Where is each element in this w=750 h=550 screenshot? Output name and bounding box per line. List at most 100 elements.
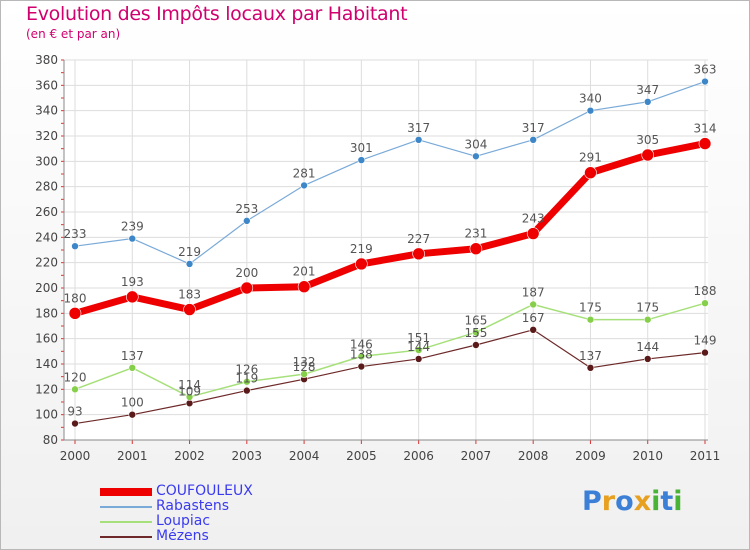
data-point-loupiac	[414, 346, 423, 354]
data-label-mzens: 167	[522, 311, 545, 325]
data-point-loupiac	[185, 393, 194, 401]
data-label-coufouleux: 183	[178, 288, 201, 302]
y-tick-label: 260	[35, 205, 58, 219]
y-tick-label: 220	[35, 256, 58, 270]
legend-swatch	[100, 521, 152, 523]
data-point-rabastens	[128, 234, 137, 243]
x-tick-label: 2001	[117, 449, 148, 463]
y-tick-label: 120	[35, 382, 58, 396]
chart-title: Evolution des Impôts locaux par Habitant	[26, 3, 408, 25]
y-tick-label: 240	[35, 230, 58, 244]
data-point-coufouleux	[698, 137, 712, 150]
data-label-coufouleux: 180	[64, 291, 87, 305]
x-tick-label: 2006	[403, 449, 434, 463]
data-point-loupiac	[701, 299, 709, 308]
data-label-loupiac: 132	[293, 355, 316, 369]
data-point-mzens	[529, 325, 537, 334]
data-point-mzens	[586, 363, 595, 372]
y-tick-label: 180	[35, 306, 58, 320]
y-tick-label: 80	[43, 433, 58, 447]
chart-subtitle: (en € et par an)	[26, 27, 121, 41]
data-point-rabastens	[701, 77, 709, 86]
x-tick-label: 2002	[174, 449, 205, 463]
data-point-coufouleux	[68, 307, 82, 320]
data-label-mzens: 149	[694, 334, 717, 348]
data-label-mzens: 119	[235, 372, 258, 386]
x-tick-label: 2007	[461, 449, 492, 463]
data-label-mzens: 93	[67, 405, 82, 419]
data-label-rabastens: 219	[178, 245, 201, 259]
data-point-rabastens	[586, 106, 595, 115]
y-tick-label: 340	[35, 104, 58, 118]
y-tick-label: 360	[35, 78, 58, 92]
data-point-rabastens	[185, 260, 194, 268]
legend-label: Rabastens	[156, 498, 230, 514]
data-point-mzens	[185, 399, 194, 408]
data-point-mzens	[71, 419, 79, 428]
data-label-mzens: 138	[350, 348, 373, 362]
plot-area	[64, 60, 708, 440]
data-label-coufouleux: 219	[350, 242, 373, 256]
data-label-rabastens: 281	[293, 166, 316, 180]
data-point-mzens	[243, 386, 251, 395]
data-label-rabastens: 340	[579, 92, 602, 106]
logo-letter: P	[582, 486, 602, 517]
data-label-rabastens: 347	[636, 83, 659, 97]
data-point-loupiac	[472, 328, 480, 337]
data-label-loupiac: 126	[235, 363, 258, 377]
logo-letter: o	[615, 486, 634, 517]
data-label-coufouleux: 291	[579, 151, 602, 165]
data-label-rabastens: 239	[121, 220, 144, 234]
legend-label: Mézens	[156, 528, 209, 544]
logo-letter: t	[660, 486, 674, 517]
y-tick-label: 320	[35, 129, 58, 143]
logo-letter: i	[651, 486, 661, 517]
data-label-loupiac: 120	[64, 370, 87, 384]
proxiti-logo: Proxiti	[582, 486, 683, 517]
y-tick-label: 100	[35, 408, 58, 422]
x-tick-label: 2010	[632, 449, 663, 463]
data-point-loupiac	[357, 352, 366, 361]
data-point-loupiac	[529, 300, 537, 309]
y-tick-label: 200	[35, 281, 58, 295]
data-label-loupiac: 175	[636, 301, 659, 315]
data-point-rabastens	[472, 152, 480, 161]
data-label-coufouleux: 231	[464, 227, 487, 241]
data-label-loupiac: 165	[464, 313, 487, 327]
data-point-loupiac	[128, 363, 137, 372]
data-point-coufouleux	[641, 148, 655, 162]
data-label-mzens: 144	[407, 340, 430, 354]
series-line-rabastens	[74, 80, 706, 265]
data-label-loupiac: 114	[178, 378, 201, 392]
x-tick-label: 2009	[575, 449, 606, 463]
data-point-coufouleux	[183, 303, 196, 316]
data-point-coufouleux	[297, 280, 311, 294]
legend-label: COUFOULEUX	[156, 483, 253, 499]
data-point-mzens	[472, 341, 480, 349]
data-point-rabastens	[529, 136, 537, 144]
data-point-rabastens	[357, 156, 366, 164]
legend-item-coufouleux: COUFOULEUX	[100, 483, 340, 499]
data-label-rabastens: 363	[694, 63, 717, 77]
series-line-loupiac	[74, 302, 706, 398]
data-point-loupiac	[243, 377, 251, 386]
data-label-coufouleux: 314	[694, 122, 717, 136]
data-label-coufouleux: 305	[636, 133, 659, 147]
data-label-mzens: 137	[579, 349, 602, 363]
x-tick-label: 2000	[60, 449, 91, 463]
data-label-loupiac: 188	[694, 284, 717, 298]
data-point-rabastens	[71, 242, 79, 250]
data-point-mzens	[701, 348, 709, 357]
data-point-mzens	[643, 355, 652, 363]
data-label-mzens: 109	[178, 384, 201, 398]
y-tick-label: 280	[35, 180, 58, 194]
data-label-loupiac: 187	[522, 285, 545, 299]
logo-letter: x	[633, 486, 652, 517]
data-point-coufouleux	[412, 247, 425, 261]
y-tick-label: 140	[35, 357, 58, 371]
data-label-rabastens: 317	[407, 121, 430, 135]
x-tick-label: 2008	[518, 449, 549, 463]
data-point-coufouleux	[469, 242, 483, 256]
data-label-coufouleux: 243	[522, 212, 545, 226]
